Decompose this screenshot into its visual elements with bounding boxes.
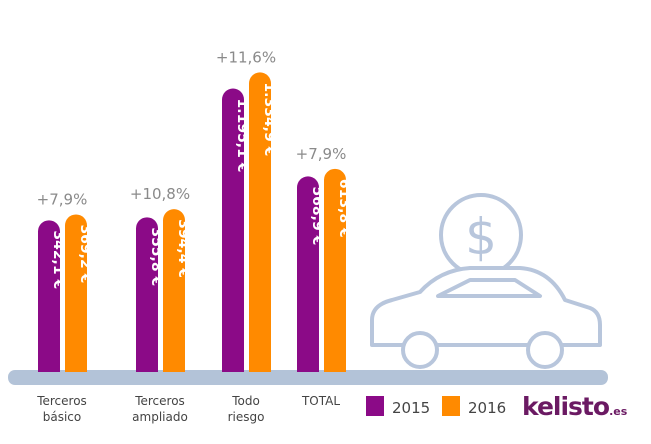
- kelisto-logo: kelisto.es: [522, 392, 628, 421]
- car-with-dollar-coin-icon: $: [370, 193, 602, 369]
- data-label: 394,4 €: [175, 219, 191, 278]
- legend-label: 2016: [468, 399, 506, 417]
- legend-swatch-2016: [442, 396, 460, 416]
- data-label: 342,1 €: [50, 230, 66, 289]
- legend-label: 2015: [392, 399, 430, 417]
- data-label: 613,8 €: [336, 179, 352, 238]
- data-label: 1.334,9 €: [261, 82, 277, 156]
- bar-2016: [65, 214, 87, 372]
- bar-2016: [163, 209, 185, 372]
- bar-2015: [38, 220, 60, 372]
- category-label: TOTAL: [301, 394, 340, 408]
- bar-2015: [297, 176, 319, 372]
- category-label: Terceros: [134, 394, 185, 408]
- bar-2015: [222, 88, 244, 373]
- category-label: Todo: [231, 394, 260, 408]
- bar-2015: [136, 217, 158, 372]
- legend-swatch-2015: [366, 396, 384, 416]
- svg-text:$: $: [465, 208, 497, 266]
- x-axis-bar: [8, 370, 608, 385]
- category-label: Terceros: [36, 394, 87, 408]
- data-label: 355,8 €: [148, 227, 164, 286]
- data-label: 1.195,1 €: [234, 99, 250, 173]
- category-label: riesgo: [228, 410, 265, 424]
- category-label: básico: [43, 410, 82, 424]
- percent-change-label: +7,9%: [296, 145, 347, 163]
- percent-change-label: +11,6%: [216, 48, 276, 66]
- data-label: 369,2 €: [77, 224, 93, 283]
- percent-change-label: +7,9%: [37, 190, 88, 208]
- bar-2016: [249, 72, 271, 373]
- data-label: 568,9 €: [309, 186, 325, 245]
- percent-change-label: +10,8%: [130, 185, 190, 203]
- category-label: ampliado: [132, 410, 188, 424]
- bar-2016: [324, 168, 346, 372]
